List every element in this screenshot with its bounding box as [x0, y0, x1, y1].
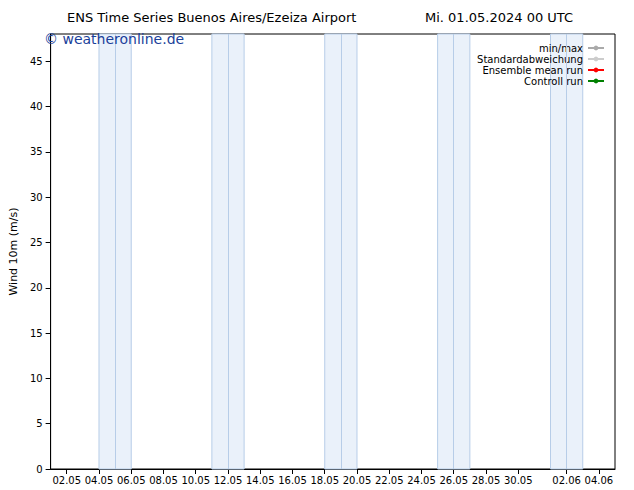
svg-text:04.05: 04.05	[85, 475, 114, 486]
svg-text:Wind 10m (m/s): Wind 10m (m/s)	[7, 207, 20, 295]
svg-text:30.05: 30.05	[504, 475, 533, 486]
svg-text:22.05: 22.05	[375, 475, 404, 486]
svg-text:08.05: 08.05	[149, 475, 178, 486]
svg-text:26.05: 26.05	[439, 475, 468, 486]
svg-text:Standardabweichung: Standardabweichung	[477, 54, 583, 65]
svg-text:12.05: 12.05	[214, 475, 243, 486]
svg-text:04.06: 04.06	[585, 475, 614, 486]
svg-text:06.05: 06.05	[117, 475, 146, 486]
svg-text:16.05: 16.05	[278, 475, 307, 486]
svg-text:Ensemble mean run: Ensemble mean run	[482, 65, 583, 76]
svg-text:02.05: 02.05	[52, 475, 81, 486]
svg-text:18.05: 18.05	[310, 475, 339, 486]
svg-text:20.05: 20.05	[343, 475, 372, 486]
svg-text:24.05: 24.05	[407, 475, 436, 486]
svg-text:10: 10	[30, 373, 43, 384]
svg-text:© weatheronline.de: © weatheronline.de	[44, 31, 184, 47]
svg-text:20: 20	[30, 282, 43, 293]
svg-text:14.05: 14.05	[246, 475, 275, 486]
svg-text:30: 30	[30, 192, 43, 203]
svg-text:45: 45	[30, 56, 43, 67]
svg-text:ENS Time Series Buenos Aires/E: ENS Time Series Buenos Aires/Ezeiza Airp…	[67, 10, 356, 25]
svg-text:Controll run: Controll run	[524, 76, 583, 87]
svg-text:35: 35	[30, 146, 43, 157]
svg-text:min/max: min/max	[539, 43, 583, 54]
svg-text:10.05: 10.05	[181, 475, 210, 486]
svg-text:02.06: 02.06	[552, 475, 581, 486]
svg-text:15: 15	[30, 328, 43, 339]
svg-text:28.05: 28.05	[472, 475, 501, 486]
svg-text:5: 5	[36, 418, 42, 429]
svg-text:40: 40	[30, 101, 43, 112]
svg-text:Mi. 01.05.2024 00 UTC: Mi. 01.05.2024 00 UTC	[425, 10, 573, 25]
svg-text:25: 25	[30, 237, 43, 248]
svg-text:0: 0	[36, 464, 42, 475]
